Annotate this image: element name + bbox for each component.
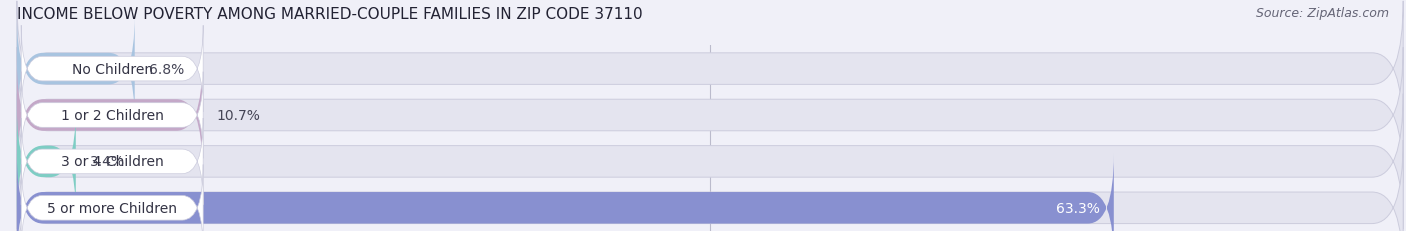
Text: 10.7%: 10.7% [217, 109, 260, 122]
Text: No Children: No Children [72, 62, 153, 76]
Text: Source: ZipAtlas.com: Source: ZipAtlas.com [1256, 7, 1389, 20]
FancyBboxPatch shape [17, 94, 1403, 229]
Text: 63.3%: 63.3% [1056, 201, 1099, 215]
Text: 3 or 4 Children: 3 or 4 Children [60, 155, 163, 169]
FancyBboxPatch shape [21, 165, 202, 231]
FancyBboxPatch shape [17, 140, 1403, 231]
FancyBboxPatch shape [21, 119, 202, 205]
Text: 1 or 2 Children: 1 or 2 Children [60, 109, 163, 122]
FancyBboxPatch shape [17, 16, 135, 123]
Text: INCOME BELOW POVERTY AMONG MARRIED-COUPLE FAMILIES IN ZIP CODE 37110: INCOME BELOW POVERTY AMONG MARRIED-COUPL… [17, 7, 643, 22]
FancyBboxPatch shape [21, 26, 202, 112]
FancyBboxPatch shape [17, 48, 1403, 183]
FancyBboxPatch shape [21, 72, 202, 159]
FancyBboxPatch shape [17, 108, 76, 215]
Text: 5 or more Children: 5 or more Children [48, 201, 177, 215]
FancyBboxPatch shape [17, 62, 202, 169]
FancyBboxPatch shape [17, 2, 1403, 137]
FancyBboxPatch shape [17, 154, 1114, 231]
Text: 6.8%: 6.8% [149, 62, 184, 76]
Text: 3.4%: 3.4% [90, 155, 125, 169]
